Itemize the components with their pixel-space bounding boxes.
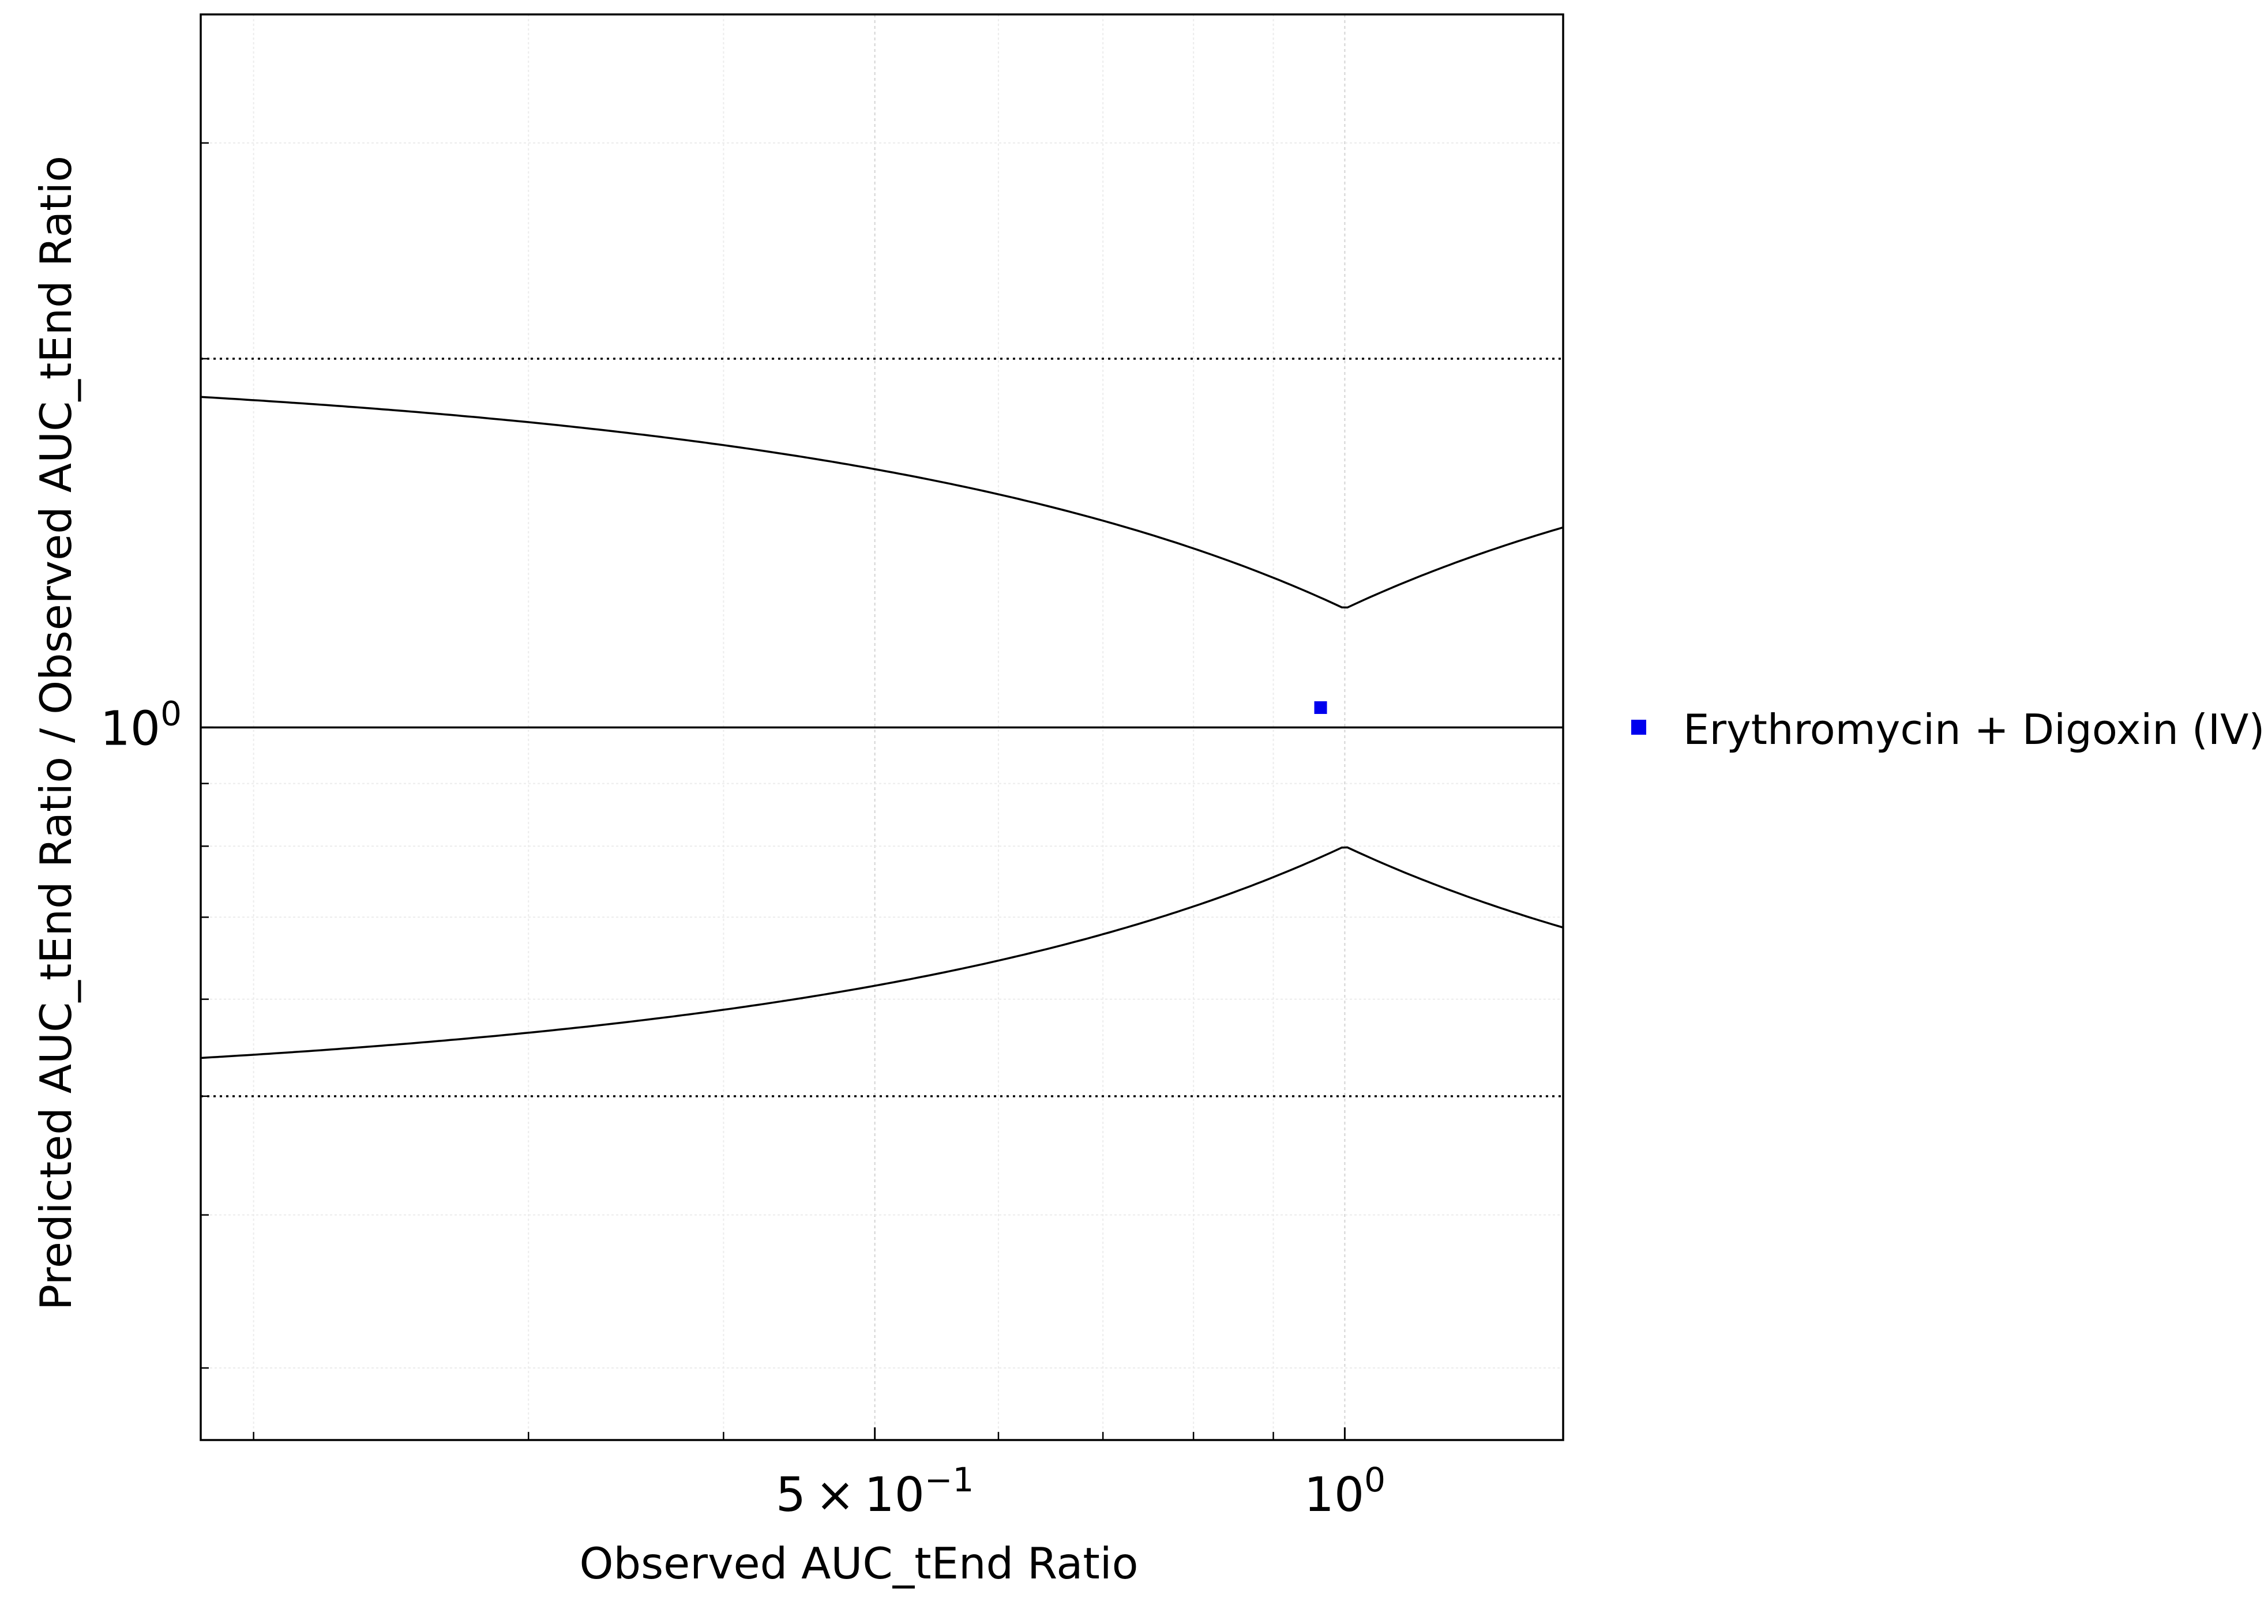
- guest-upper-limit-curve: [200, 396, 1564, 609]
- y-axis-label: Predicted AUC_tEnd Ratio / Observed AUC_…: [31, 156, 81, 1310]
- guest-lower-limit-curve: [200, 846, 1564, 1059]
- reference-lines-layer: [200, 358, 1564, 1097]
- x-axis-label: Observed AUC_tEnd Ratio: [579, 1538, 1138, 1589]
- legend-label: Erythromycin + Digoxin (IV): [1683, 705, 2265, 754]
- legend-marker: [1631, 720, 1646, 735]
- data-point-marker: [1314, 701, 1327, 714]
- data-layer: [1314, 701, 1327, 714]
- label-layer: Observed AUC_tEnd Ratio Predicted AUC_tE…: [31, 156, 1139, 1589]
- legend: Erythromycin + Digoxin (IV): [1631, 705, 2265, 754]
- grid-layer: [201, 14, 1563, 1440]
